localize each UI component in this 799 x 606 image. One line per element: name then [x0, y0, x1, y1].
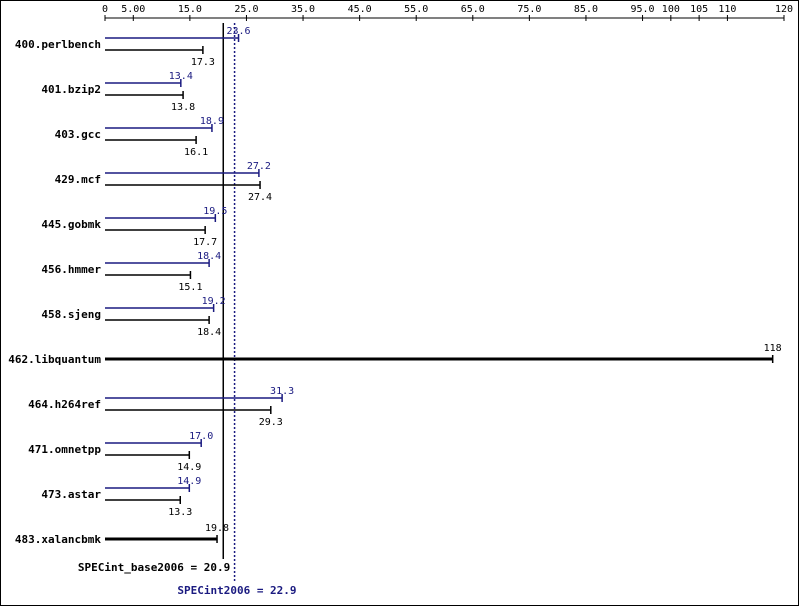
- benchmark-label-400-perlbench: 400.perlbench: [15, 38, 101, 51]
- x-tick-label: 35.0: [291, 4, 315, 15]
- peak-value-label-456-hmmer: 18.4: [197, 251, 221, 262]
- benchmark-label-403-gcc: 403.gcc: [55, 128, 101, 141]
- base-value-label-400-perlbench: 17.3: [191, 57, 215, 68]
- base-value-label-456-hmmer: 15.1: [178, 282, 202, 293]
- x-tick-label: 5.00: [121, 4, 145, 15]
- x-tick-label: 0: [102, 4, 108, 15]
- peak-value-label-473-astar: 14.9: [177, 476, 201, 487]
- benchmark-label-456-hmmer: 456.hmmer: [41, 263, 101, 276]
- peak-value-label-429-mcf: 27.2: [247, 161, 271, 172]
- x-tick-label: 25.0: [234, 4, 258, 15]
- peak-value-label-458-sjeng: 19.2: [202, 296, 226, 307]
- benchmark-label-401-bzip2: 401.bzip2: [41, 83, 101, 96]
- benchmark-label-462-libquantum: 462.libquantum: [8, 353, 101, 366]
- base-value-label-445-gobmk: 17.7: [193, 237, 217, 248]
- base-value-label-458-sjeng: 18.4: [197, 327, 221, 338]
- benchmark-label-458-sjeng: 458.sjeng: [41, 308, 101, 321]
- x-tick-label: 65.0: [461, 4, 485, 15]
- bars: 400.perlbench 23.6 17.3 401.bzip2 13.4 13.8 40…: [8, 26, 781, 546]
- peak-value-label-400-perlbench: 23.6: [226, 26, 250, 37]
- value-label-483-xalancbmk: 19.8: [205, 523, 229, 534]
- x-tick-label: 15.0: [178, 4, 202, 15]
- benchmark-label-464-h264ref: 464.h264ref: [28, 398, 101, 411]
- benchmark-label-473-astar: 473.astar: [41, 488, 101, 501]
- x-tick-label: 100: [662, 4, 680, 15]
- x-tick-label: 95.0: [630, 4, 654, 15]
- peak-value-label-445-gobmk: 19.5: [203, 206, 227, 217]
- base-value-label-464-h264ref: 29.3: [259, 417, 283, 428]
- benchmark-label-429-mcf: 429.mcf: [55, 173, 101, 186]
- summary-peak-label: SPECint2006 = 22.9: [177, 584, 296, 597]
- summary-lines: [222, 23, 236, 581]
- base-value-label-429-mcf: 27.4: [248, 192, 272, 203]
- base-value-label-401-bzip2: 13.8: [171, 102, 195, 113]
- x-tick-label: 55.0: [404, 4, 428, 15]
- benchmark-label-445-gobmk: 445.gobmk: [41, 218, 101, 231]
- x-tick-label: 105: [690, 4, 708, 15]
- base-value-label-471-omnetpp: 14.9: [177, 462, 201, 473]
- x-axis: 0 5.00 15.0 25.0 35.0 45.0 55.0 65.0 75.0 85.0 95.…: [102, 4, 793, 21]
- benchmark-label-483-xalancbmk: 483.xalancbmk: [15, 533, 101, 546]
- peak-value-label-401-bzip2: 13.4: [169, 71, 193, 82]
- value-label-462-libquantum: 118: [764, 343, 782, 354]
- summary-base-label: SPECint_base2006 = 20.9: [78, 561, 230, 574]
- peak-value-label-403-gcc: 18.9: [200, 116, 224, 127]
- x-tick-label: 120: [775, 4, 793, 15]
- peak-value-label-471-omnetpp: 17.0: [189, 431, 213, 442]
- base-value-label-473-astar: 13.3: [168, 507, 192, 518]
- x-tick-label: 75.0: [517, 4, 541, 15]
- x-tick-label: 45.0: [348, 4, 372, 15]
- base-value-label-403-gcc: 16.1: [184, 147, 208, 158]
- x-tick-label: 85.0: [574, 4, 598, 15]
- benchmark-label-471-omnetpp: 471.omnetpp: [28, 443, 101, 456]
- peak-value-label-464-h264ref: 31.3: [270, 386, 294, 397]
- x-tick-label: 110: [718, 4, 736, 15]
